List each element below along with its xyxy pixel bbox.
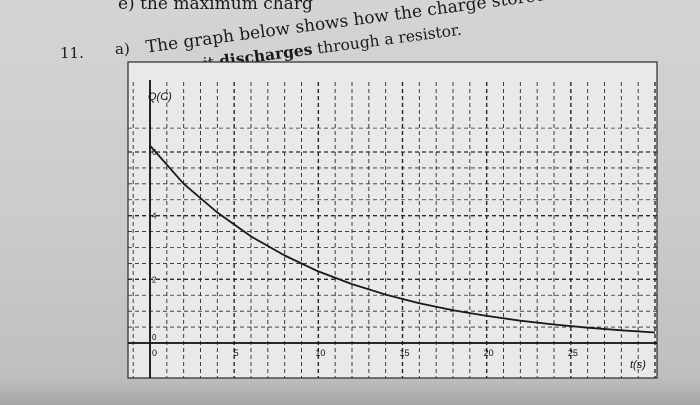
discharge-curve <box>149 145 656 334</box>
x-tick-label: 20 <box>484 348 494 358</box>
x-tick-label: 5 <box>234 348 239 358</box>
plot-area <box>127 61 658 379</box>
question-number: 11. <box>60 44 84 62</box>
page-shadow <box>0 377 700 405</box>
x-axis-label: t(s) <box>630 359 646 371</box>
y-tick-label: 4 <box>152 212 157 221</box>
x-tick-label: 25 <box>568 348 578 358</box>
y-tick-label: 6 <box>152 148 157 157</box>
x-tick-label: 10 <box>315 348 325 358</box>
question-part-label: a) <box>115 40 130 58</box>
y-tick-label: 2 <box>152 275 157 284</box>
y-tick-label: 0 <box>152 333 157 342</box>
x-tick-label: 15 <box>399 348 409 358</box>
y-axis-label: Q(C) <box>148 91 172 103</box>
x-tick-label: 0 <box>152 348 157 358</box>
previous-question-fragment: e) the maximum charg <box>118 0 313 14</box>
